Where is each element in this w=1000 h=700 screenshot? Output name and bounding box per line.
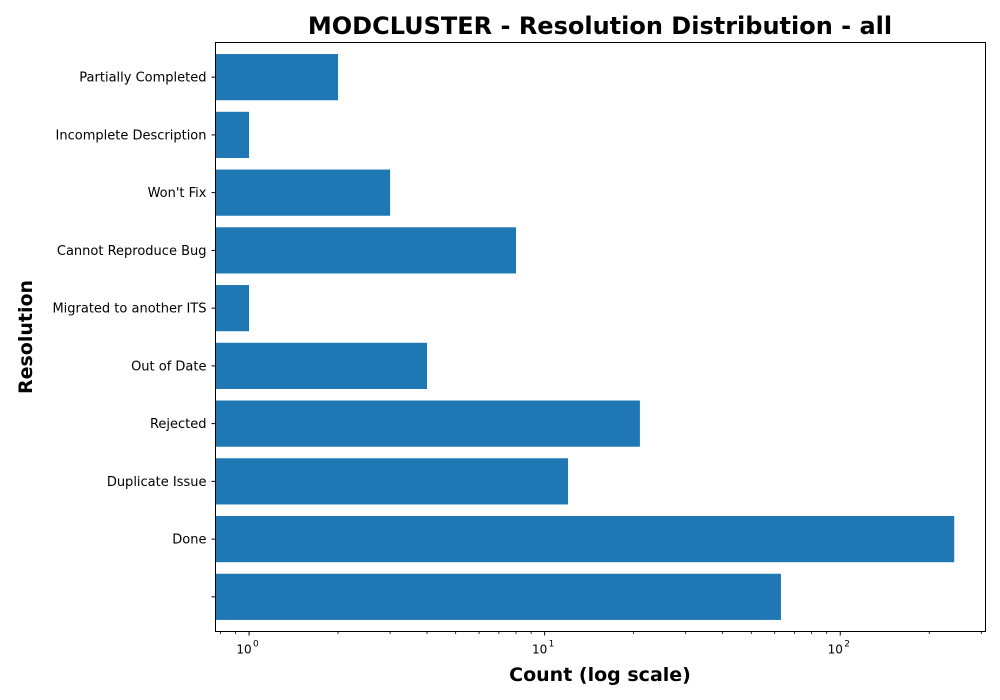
y-tick-label: Done: [172, 533, 206, 548]
x-tick-exponent: 0: [253, 640, 259, 650]
y-tick-label: Migrated to another ITS: [52, 302, 206, 317]
bar: [215, 227, 517, 274]
x-tick-label: 10: [828, 643, 843, 657]
y-tick-label: Rejected: [150, 417, 207, 432]
bar: [215, 111, 250, 158]
x-tick-label: 10: [236, 643, 251, 657]
bar: [215, 54, 339, 101]
y-tick-label: Out of Date: [131, 359, 206, 374]
x-tick-label: 10: [532, 643, 547, 657]
bar: [215, 285, 250, 332]
y-tick-label: Cannot Reproduce Bug: [57, 244, 207, 259]
x-tick-exponent: 1: [549, 640, 555, 650]
bars-group: [215, 54, 955, 620]
y-tick-label: Partially Completed: [79, 71, 206, 86]
chart-title: MODCLUSTER - Resolution Distribution - a…: [308, 12, 892, 40]
x-tick-exponent: 2: [844, 640, 850, 650]
y-tick-label: Incomplete Description: [56, 128, 207, 143]
x-axis-label: Count (log scale): [509, 664, 691, 686]
y-axis-label: Resolution: [15, 280, 37, 394]
bar: [215, 516, 955, 563]
plot-frame: [215, 42, 986, 632]
bar: [215, 342, 428, 389]
bar: [215, 400, 640, 447]
y-tick-label: Won't Fix: [148, 186, 207, 201]
bar: [215, 573, 781, 620]
x-ticks-group: 10 0 10 1 10 2: [220, 631, 982, 657]
bar: [215, 169, 391, 216]
y-tick-label: Duplicate Issue: [107, 475, 207, 490]
y-ticks-group: Done Duplicate Issue Rejected Out of Date Mi…: [52, 71, 216, 598]
bar: [215, 458, 569, 505]
